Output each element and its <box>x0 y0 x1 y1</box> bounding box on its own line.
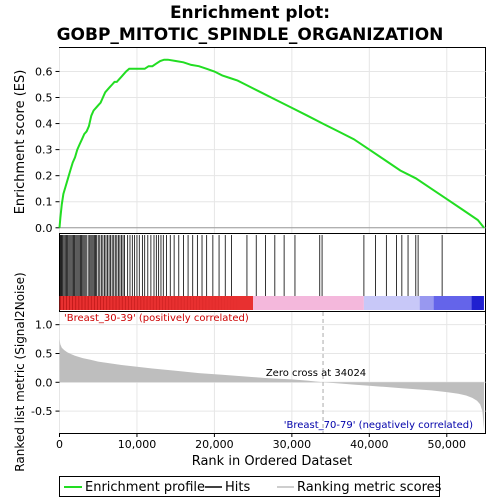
es-y-tick-label: 0.4 <box>35 118 53 131</box>
legend-label-hits: Hits <box>225 480 250 495</box>
metric-y-tick-label: 0.0 <box>35 376 53 389</box>
hit-marks <box>59 235 443 296</box>
x-axis-label: Rank in Ordered Dataset <box>192 454 353 469</box>
x-tick-label: 30,000 <box>273 438 312 451</box>
legend-label-enrichment: Enrichment profile <box>85 480 205 495</box>
metric-y-axis-label: Ranked list metric (Signal2Noise) <box>13 272 27 471</box>
ranking-metric-area <box>59 339 484 430</box>
es-gridlines <box>59 48 486 233</box>
zero-cross-label: Zero cross at 34024 <box>266 368 366 379</box>
chart-subtitle: GOBP_MITOTIC_SPINDLE_ORGANIZATION <box>57 25 444 45</box>
negative-correlation-label: 'Breast_70-79' (negatively correlated) <box>284 420 473 431</box>
rank-bar-segment <box>433 296 472 310</box>
enrichment-profile-line <box>58 58 485 229</box>
legend-item-enrichment: Enrichment profile <box>64 480 205 495</box>
rank-bar-segment <box>59 296 254 310</box>
metric-y-tick-label: -0.5 <box>31 405 52 418</box>
positive-correlation-label: 'Breast_30-39' (positively correlated) <box>64 313 249 324</box>
x-tick-label: 0 <box>56 438 63 451</box>
legend-box <box>59 476 440 497</box>
x-tick-label: 50,000 <box>428 438 467 451</box>
metric-y-tick-label: 0.5 <box>35 347 53 360</box>
rank-bar-segment <box>419 296 434 310</box>
es-y-tick-label: 0.6 <box>35 65 53 78</box>
x-tick-label: 40,000 <box>350 438 389 451</box>
rank-color-bar <box>59 296 484 310</box>
es-y-tick-label: 0.5 <box>35 92 53 105</box>
es-y-tick-label: 0.1 <box>35 196 53 209</box>
metric-y-tick-label: 1.0 <box>35 319 53 332</box>
es-y-tick-label: 0.2 <box>35 170 53 183</box>
chart-title: Enrichment plot: <box>170 3 330 23</box>
es-y-axis-label: Enrichment score (ES) <box>13 70 28 215</box>
metric-y-axis: 1.0 0.5 0.0 -0.5 <box>31 319 60 418</box>
legend-item-metric: Ranking metric scores <box>277 480 442 495</box>
rank-bar-segment <box>363 296 420 310</box>
legend-label-metric: Ranking metric scores <box>297 480 442 495</box>
es-y-tick-label: 0.3 <box>35 144 53 157</box>
rank-bar-segment <box>253 296 364 310</box>
es-y-axis: 0.0 0.1 0.2 0.3 0.4 0.5 0.6 <box>35 65 60 235</box>
es-y-tick-label: 0.0 <box>35 222 53 235</box>
rank-bar-segment <box>471 296 484 310</box>
x-tick-label: 20,000 <box>195 438 234 451</box>
x-tick-label: 10,000 <box>118 438 157 451</box>
legend-item-hits: Hits <box>205 480 250 495</box>
metric-x-axis: 0 10,000 20,000 30,000 40,000 50,000 <box>56 433 466 451</box>
